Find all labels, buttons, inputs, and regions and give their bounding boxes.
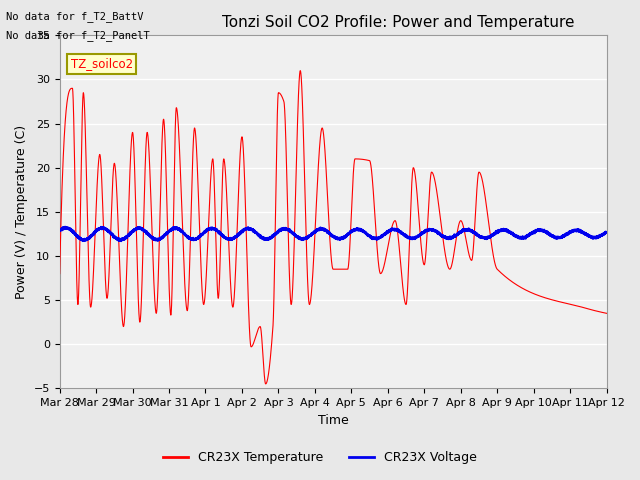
Text: TZ_soilco2: TZ_soilco2: [70, 57, 132, 70]
Title: Tonzi Soil CO2 Profile: Power and Temperature: Tonzi Soil CO2 Profile: Power and Temper…: [223, 15, 575, 30]
X-axis label: Time: Time: [317, 414, 349, 427]
Legend: CR23X Temperature, CR23X Voltage: CR23X Temperature, CR23X Voltage: [159, 446, 481, 469]
Text: No data for f_T2_BattV: No data for f_T2_BattV: [6, 11, 144, 22]
Text: No data for f_T2_PanelT: No data for f_T2_PanelT: [6, 30, 150, 41]
Y-axis label: Power (V) / Temperature (C): Power (V) / Temperature (C): [15, 125, 28, 299]
